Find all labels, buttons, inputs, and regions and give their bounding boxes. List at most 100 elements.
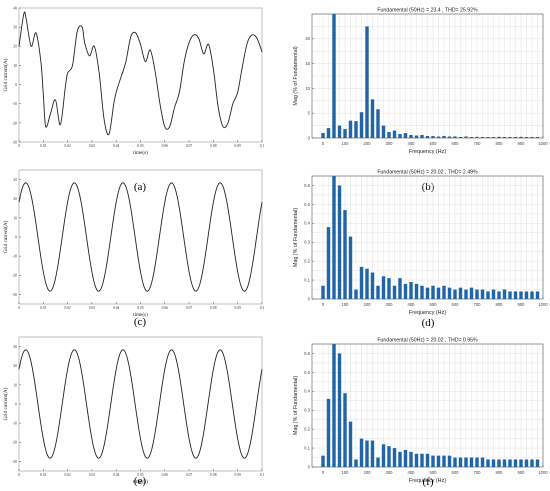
- y-tick-label: 0.5: [304, 370, 310, 375]
- y-tick-label: 0: [308, 464, 311, 469]
- x-tick-label: 600: [452, 141, 460, 146]
- bar: [332, 14, 336, 138]
- bar: [414, 283, 419, 299]
- bar: [436, 287, 441, 299]
- bar: [464, 136, 468, 138]
- x-tick-label: 1000: [538, 470, 548, 475]
- axes-frame: [18, 336, 263, 472]
- bar: [524, 459, 529, 467]
- bar: [497, 291, 501, 299]
- bar: [530, 459, 534, 467]
- x-tick-label: 100: [342, 302, 350, 307]
- y-tick-label: 0.1: [304, 445, 310, 450]
- x-tick-label: 0.1: [260, 306, 265, 310]
- bar: [321, 133, 325, 138]
- bar: [403, 449, 408, 467]
- x-tick-label: 800: [496, 302, 504, 307]
- y-axis-label: Grid current(A): [2, 220, 9, 253]
- x-tick-label: 700: [474, 302, 482, 307]
- bar: [387, 446, 391, 467]
- bar: [348, 120, 353, 138]
- y-tick-label: 30: [13, 345, 17, 349]
- panel-d: 0 100 200 300 400 500 600 700 800 900 1000 0 0.1 0.2 0…: [293, 170, 548, 330]
- x-tick-label: 0.07: [186, 144, 192, 148]
- x-tick-label: 0: [18, 473, 20, 477]
- x-tick-label: 0.06: [162, 473, 168, 477]
- y-tick-label: -20: [12, 274, 17, 278]
- y-tick-label: 0.2: [304, 259, 310, 264]
- x-tick-label: 700: [474, 141, 482, 146]
- bar: [420, 135, 424, 138]
- x-tick-label: 0: [18, 306, 20, 310]
- bar: [524, 291, 529, 299]
- bar: [519, 459, 523, 467]
- panel-f: 0 100 200 300 400 500 600 700 800 900 1000 0 0.1 0.2 0…: [293, 338, 548, 489]
- bar: [376, 285, 380, 299]
- panel-a: 0 0.01 0.02 0.03 0.04 0.05 0.06 0.07 0.08 0.09 0.1…: [2, 6, 264, 193]
- y-tick-label: 0: [15, 235, 17, 239]
- x-axis-label: time(s): [133, 149, 148, 156]
- panel-label: (a): [134, 181, 147, 193]
- panel-b: 0 100 200 300 400 500 600 700 800 900 1000 0 5 10 15 20…: [293, 8, 548, 194]
- bar: [387, 278, 391, 299]
- bar: [442, 455, 446, 467]
- bar: [535, 137, 540, 138]
- bar: [381, 125, 386, 138]
- bar: [497, 459, 501, 467]
- x-axis-label: Frequency (Hz): [409, 478, 446, 484]
- bar: [359, 266, 364, 299]
- bar: [343, 210, 347, 299]
- bar: [354, 289, 358, 299]
- bar: [469, 287, 474, 299]
- bar: [508, 137, 512, 138]
- bar: [370, 272, 375, 299]
- x-tick-label: 0.02: [64, 144, 70, 148]
- x-tick-label: 0: [322, 470, 325, 475]
- bar: [535, 459, 540, 467]
- bar: [348, 421, 353, 467]
- bar: [414, 453, 419, 467]
- y-tick-label: 0.4: [304, 221, 310, 226]
- y-tick-label: 0.2: [304, 427, 310, 432]
- x-tick-label: 0.09: [235, 144, 241, 148]
- x-tick-label: 200: [364, 141, 372, 146]
- bar: [370, 99, 375, 138]
- y-tick-label: 0: [308, 296, 311, 301]
- x-tick-label: 0.01: [40, 306, 46, 310]
- bar: [343, 129, 347, 138]
- x-tick-label: 0.02: [64, 306, 70, 310]
- y-tick-label: 0: [15, 83, 17, 87]
- x-tick-label: 0.03: [89, 144, 95, 148]
- x-tick-label: 0.05: [137, 306, 143, 310]
- bar: [519, 291, 523, 299]
- bar: [491, 459, 496, 467]
- y-tick-label: 0.6: [304, 351, 310, 356]
- x-tick-label: 0.03: [89, 473, 95, 477]
- bar: [381, 276, 386, 299]
- bar: [365, 440, 369, 467]
- y-axis-label: Mag (% of Fundamental): [293, 376, 299, 436]
- bar: [508, 291, 512, 299]
- y-tick-label: -30: [12, 460, 17, 464]
- axes-frame: [18, 7, 263, 143]
- x-tick-label: 200: [364, 470, 372, 475]
- x-tick-label: 400: [408, 141, 416, 146]
- bar: [332, 176, 336, 299]
- y-axis-label: Grid current(A): [2, 387, 9, 420]
- chart-title: Fundamental (50Hz) = 20.02 , THD= 2.49%: [377, 170, 478, 176]
- x-tick-label: 0.05: [137, 144, 143, 148]
- panel-label: (b): [422, 181, 435, 193]
- x-tick-label: 0.07: [186, 306, 192, 310]
- x-tick-label: 0.04: [113, 473, 119, 477]
- bar: [491, 137, 496, 138]
- x-tick-label: 0.09: [235, 473, 241, 477]
- y-tick-label: 0.6: [304, 183, 310, 188]
- chart-title: Fundamental (50Hz) = 23.4 , THD= 25.92%: [377, 8, 478, 14]
- panel-label: (c): [134, 316, 147, 328]
- bar: [365, 268, 369, 299]
- y-tick-label: 0.5: [304, 202, 310, 207]
- bar: [458, 457, 463, 467]
- x-tick-label: 0.08: [210, 306, 216, 310]
- x-tick-label: 0.1: [260, 473, 265, 477]
- x-tick-label: 300: [386, 141, 394, 146]
